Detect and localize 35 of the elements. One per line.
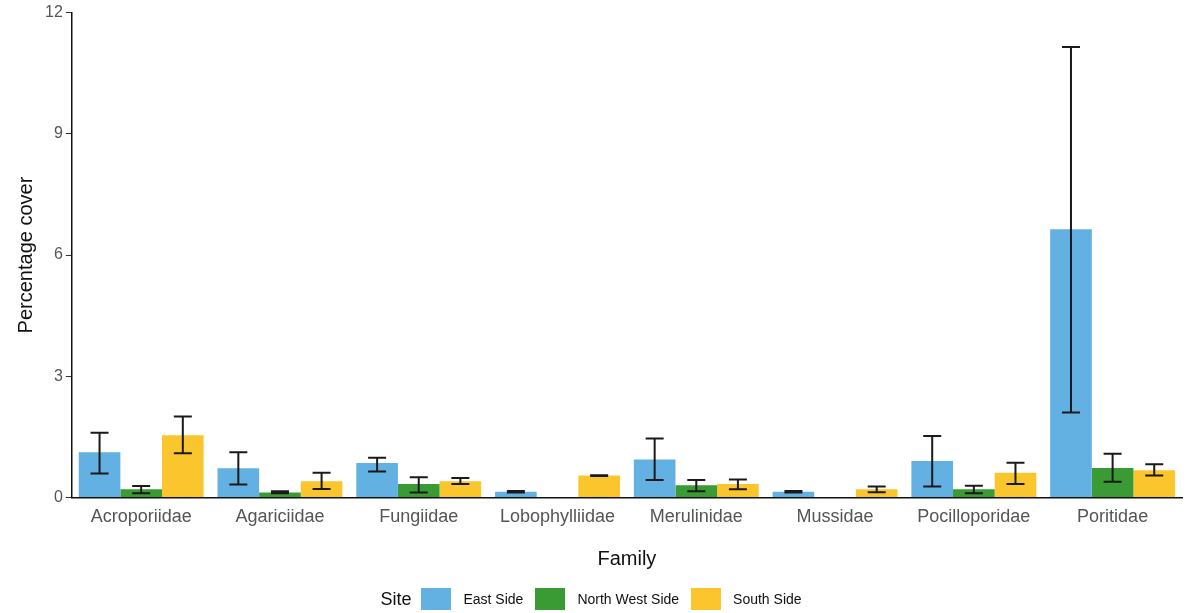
bar bbox=[217, 468, 260, 497]
bar bbox=[578, 475, 620, 497]
bar bbox=[633, 459, 676, 497]
bar bbox=[397, 484, 440, 497]
x-tick-label: Acroporiidae bbox=[90, 506, 192, 527]
bar bbox=[356, 463, 398, 497]
bar bbox=[1133, 470, 1176, 497]
y-axis-title: Percentage cover bbox=[13, 176, 36, 334]
y-tick-label: 6 bbox=[53, 245, 63, 263]
x-tick-label: Pocilloporidae bbox=[917, 506, 1031, 527]
bar bbox=[1091, 467, 1134, 497]
legend-label: East Side bbox=[463, 591, 524, 607]
bar bbox=[162, 435, 204, 497]
legend-label: South Side bbox=[733, 591, 802, 607]
x-tick-label: Agariciidae bbox=[235, 506, 325, 527]
x-tick-label: Fungiidae bbox=[379, 506, 459, 527]
bar bbox=[717, 484, 759, 497]
x-tick-label: Mussidae bbox=[796, 506, 874, 527]
y-tick-label: 9 bbox=[53, 124, 63, 142]
bar bbox=[78, 452, 121, 497]
y-tick-label: 3 bbox=[53, 366, 63, 384]
x-tick-label: Lobophylliidae bbox=[499, 506, 616, 527]
legend-label: North West Side bbox=[577, 591, 680, 607]
y-tick-label: 0 bbox=[53, 487, 63, 505]
bar bbox=[300, 481, 343, 497]
bar bbox=[1050, 229, 1092, 497]
x-tick-label: Poritidae bbox=[1077, 506, 1149, 527]
bar bbox=[911, 461, 954, 497]
bar bbox=[439, 481, 482, 497]
x-tick-label: Merulinidae bbox=[649, 506, 743, 527]
bar bbox=[675, 485, 718, 497]
legend-title: Site bbox=[380, 588, 412, 610]
bar bbox=[994, 472, 1037, 497]
x-axis-title: Family bbox=[597, 546, 657, 569]
y-tick-label: 12 bbox=[45, 3, 63, 21]
